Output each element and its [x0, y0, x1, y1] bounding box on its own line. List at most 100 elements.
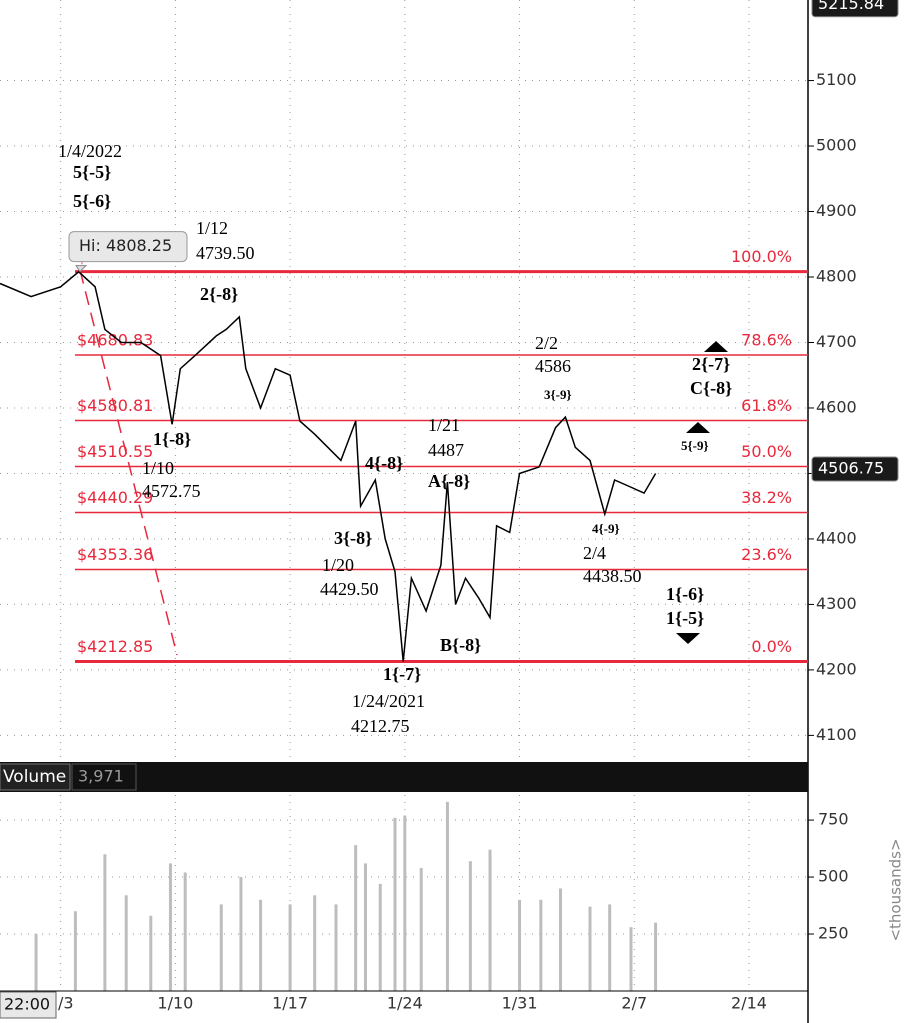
volume-bar: [149, 915, 153, 991]
y-tick-label: 4800: [816, 266, 857, 285]
volume-bar: [354, 845, 358, 991]
price-line: [0, 270, 657, 662]
volume-bar: [488, 849, 492, 991]
top-price-box: [811, 0, 899, 18]
volume-bar: [334, 904, 338, 991]
annotation: 2{-8}: [200, 284, 238, 304]
y-tick-label: 750: [818, 810, 849, 829]
volume-bar: [219, 904, 223, 991]
volume-bar: [259, 899, 263, 991]
volume-value: 3,971: [78, 767, 124, 786]
volume-bar: [34, 934, 38, 991]
volume-title: Volume: [3, 767, 66, 787]
high-label: Hi: 4808.25: [79, 236, 172, 255]
annotation: 1{-5}: [666, 608, 704, 628]
trend-line: [79, 269, 178, 656]
last-price-box-label: 4506.75: [818, 459, 884, 478]
volume-bar: [124, 895, 128, 991]
fib-pct-label: 23.6%: [741, 545, 792, 564]
volume-bar: [588, 906, 592, 991]
annotation: 1/21: [428, 415, 460, 435]
volume-bar: [288, 904, 292, 991]
volume-bar: [378, 883, 382, 991]
volume-bar: [608, 904, 612, 991]
annotation: 1/4/2022: [58, 141, 122, 161]
volume-bar: [363, 863, 367, 991]
y-tick-label: 500: [818, 867, 849, 886]
y-tick-label: 4600: [816, 397, 857, 416]
fib-pct-label: 50.0%: [741, 442, 792, 461]
volume-bar: [313, 895, 317, 991]
high-box: [68, 231, 188, 263]
annotation: 1{-8}: [153, 429, 191, 449]
fib-pct-label: 0.0%: [751, 637, 792, 656]
volume-bar: [654, 922, 658, 991]
annotation: 4739.50: [196, 243, 255, 263]
annotation: 4429.50: [320, 579, 379, 599]
y-tick-label: 4100: [816, 725, 857, 744]
volume-bar: [239, 877, 243, 991]
fib-price-label: $4580.81: [77, 396, 153, 415]
y-tick-label: 4300: [816, 594, 857, 613]
annotation: 2/2: [535, 333, 558, 353]
y-tick-label: 4700: [816, 332, 857, 351]
annotation: 2/4: [583, 543, 606, 563]
x-tick-label: 1/17: [272, 994, 308, 1013]
fib-pct-label: 100.0%: [731, 247, 792, 266]
volume-bar: [629, 927, 633, 991]
annotation: C{-8}: [690, 378, 732, 398]
volume-value-box: [71, 763, 137, 791]
volume-bar: [393, 817, 397, 991]
annotation: 3{-8}: [334, 528, 372, 548]
volume-bar: [103, 854, 107, 991]
last-price-box: [811, 456, 899, 482]
annotation: 1/10: [142, 458, 174, 478]
fib-pct-label: 38.2%: [741, 488, 792, 507]
fib-price-label: $4212.85: [77, 637, 153, 656]
annotation: 2{-7}: [692, 354, 730, 374]
x-tick-label: 2/14: [731, 994, 767, 1013]
annotation: A{-8}: [428, 471, 470, 491]
up-triangle: [686, 422, 710, 433]
x-tick-label: 1/10: [157, 994, 193, 1013]
annotation: 3{-9}: [544, 387, 572, 402]
x-tick-label: 1/31: [502, 994, 538, 1013]
annotation: 5{-6}: [73, 191, 111, 211]
y-tick-label: 4900: [816, 201, 857, 220]
volume-bar: [518, 899, 522, 991]
volume-bar: [73, 911, 77, 991]
volume-bar: [419, 867, 423, 991]
annotation: 4{-8}: [365, 453, 403, 473]
y-tick-label: 4400: [816, 528, 857, 547]
x-tick-label: 1/24: [387, 994, 423, 1013]
annotation: 4438.50: [583, 566, 642, 586]
annotation: 1/20: [322, 555, 354, 575]
y-tick-label: 5100: [816, 70, 857, 89]
y-tick-label: 5000: [816, 136, 857, 155]
annotation: 1{-6}: [666, 584, 704, 604]
time-label: 22:00: [4, 995, 50, 1014]
annotation: 4212.75: [351, 716, 410, 736]
top-price-box-label: 5215.84: [818, 0, 884, 13]
annotation: 1{-7}: [383, 664, 421, 684]
annotation: 1/24/2021: [352, 691, 425, 711]
up-triangle: [704, 341, 728, 352]
time-box: [0, 991, 57, 1019]
fib-price-label: $4440.29: [77, 488, 153, 507]
annotation: 4{-9}: [592, 521, 620, 536]
annotation: 5{-9}: [681, 438, 709, 453]
volume-axis-label: <thousands>: [887, 838, 905, 941]
annotation: 4572.75: [142, 481, 201, 501]
fib-price-label: $4510.55: [77, 442, 153, 461]
y-tick-label: 250: [818, 924, 849, 943]
annotation: 4487: [428, 440, 464, 460]
annotation: B{-8}: [440, 635, 481, 655]
y-tick-label: 4200: [816, 659, 857, 678]
down-triangle: [676, 633, 700, 644]
fib-pct-label: 78.6%: [741, 331, 792, 350]
x-tick-label: 2/7: [621, 994, 647, 1013]
volume-bar: [445, 801, 449, 991]
annotation: 1/12: [196, 218, 228, 238]
